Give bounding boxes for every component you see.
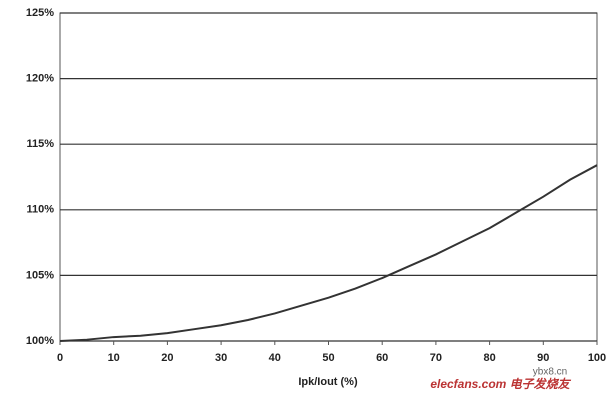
x-tick-label: 80 <box>483 352 495 364</box>
y-tick-label: 115% <box>26 138 54 150</box>
y-tick-label: 105% <box>26 269 54 281</box>
x-tick-label: 70 <box>430 352 442 364</box>
plot-frame <box>59 12 598 342</box>
x-tick-label: 60 <box>376 352 388 364</box>
watermark: ybx8.cn <box>533 367 567 378</box>
data-line <box>59 164 598 342</box>
x-tick-label: 30 <box>215 352 227 364</box>
x-tick-label: 100 <box>588 352 606 364</box>
watermark: elecfans.com 电子发烧友 <box>430 377 571 391</box>
x-tick-label: 0 <box>57 352 63 364</box>
y-tick-label: 110% <box>26 204 54 216</box>
x-tick-label: 10 <box>108 352 120 364</box>
x-tick-label: 40 <box>269 352 281 364</box>
x-tick-label: 50 <box>322 352 334 364</box>
x-tick-label: 90 <box>537 352 549 364</box>
x-axis-label: Ipk/Iout (%) <box>298 376 358 388</box>
y-tick-label: 100% <box>26 335 54 347</box>
x-tick-label: 20 <box>161 352 173 364</box>
y-tick-label: 120% <box>26 73 54 85</box>
y-tick-label: 125% <box>26 7 54 19</box>
